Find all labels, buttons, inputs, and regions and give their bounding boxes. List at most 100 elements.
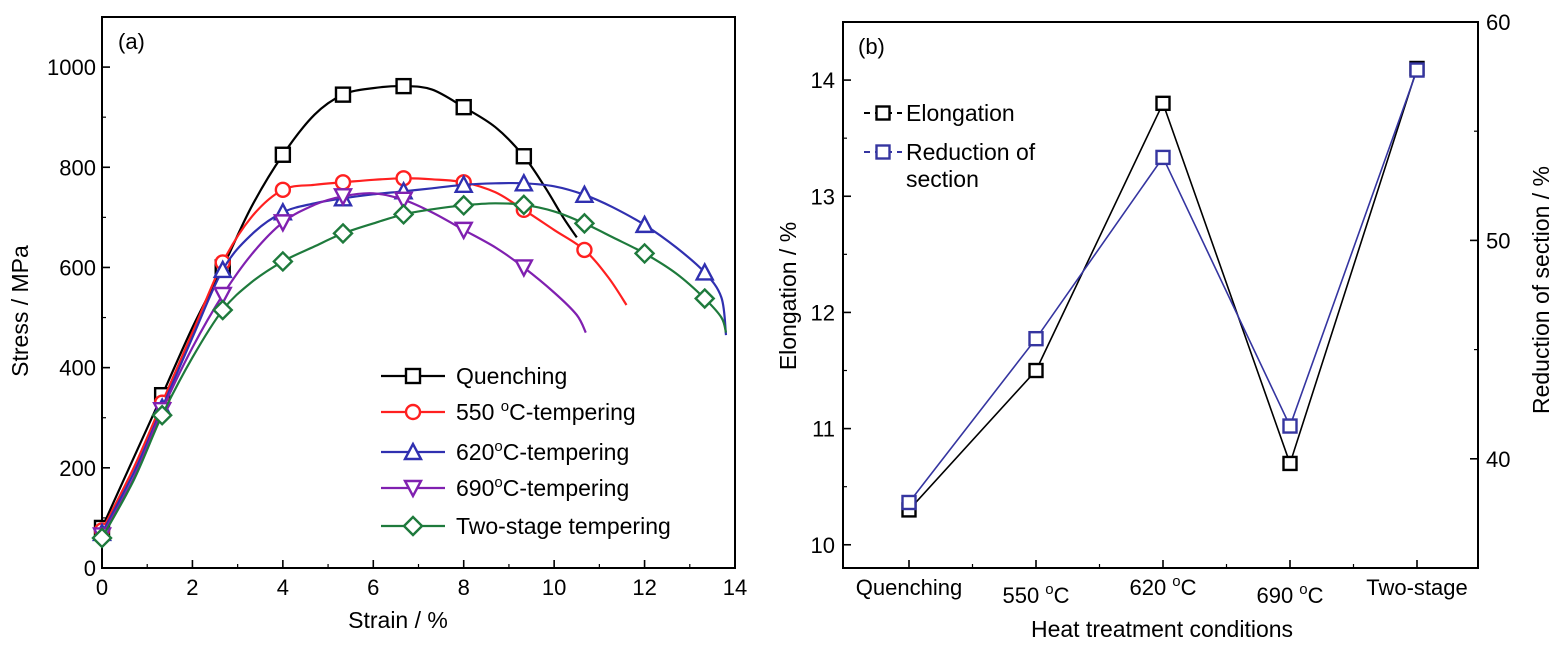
panel-a-legend: Quenching 550 oC-tempering 620oC-temperi… — [381, 363, 671, 539]
data-point — [274, 146, 292, 163]
data-point — [513, 259, 534, 279]
data-point — [576, 241, 593, 259]
legend-item-reduction-of-section: Reduction of section — [864, 139, 1036, 192]
series-1 — [901, 62, 1425, 511]
data-point — [515, 148, 533, 165]
data-point — [1028, 330, 1044, 347]
legend-symbol — [403, 441, 423, 461]
data-point — [91, 527, 113, 549]
panel-b-x-ticks: Quenching 550 oC 620 oC 690 oC Two-stage — [856, 560, 1468, 608]
data-point — [694, 287, 716, 310]
x-tick-label: 6 — [367, 575, 379, 600]
legend-marker — [403, 441, 423, 461]
legend-label: 690oC-tempering — [456, 474, 629, 501]
panel-a-stress-strain: (a) Strain / % Stress / MPa 0 2 4 6 8 10 12 14 … — [7, 16, 747, 633]
data-point — [332, 222, 354, 245]
legend-symbol — [404, 367, 422, 385]
series-line — [908, 69, 1418, 503]
x-tick-label: 8 — [458, 575, 470, 600]
legend-marker — [875, 105, 891, 121]
legend-label-line-2: section — [906, 166, 979, 192]
legend-label-part-1: Reduction of — [906, 139, 1036, 165]
data-point — [1282, 455, 1298, 472]
x-tick-label: 0 — [96, 575, 108, 600]
panel-b-label: (b) — [858, 34, 885, 59]
series-line — [101, 177, 628, 531]
panel-b-legend: Elongation Reduction of section — [864, 100, 1036, 192]
legend-marker — [404, 367, 422, 385]
legend-item-quenching: Quenching — [381, 363, 567, 389]
y2-tick-label: 50 — [1486, 228, 1510, 253]
x-tick-label: 10 — [542, 575, 566, 600]
data-point — [455, 98, 472, 116]
x-tick-label: 2 — [186, 575, 198, 600]
data-point — [453, 221, 474, 241]
y-tick-label: 600 — [59, 255, 96, 280]
panel-b-elongation-reduction: (b) Heat treatment conditions Elongation… — [775, 10, 1554, 642]
data-point — [334, 86, 352, 103]
y-tick-label: 10 — [811, 533, 835, 558]
y-tick-label: 12 — [811, 300, 835, 325]
legend-label: 550 oC-tempering — [456, 398, 636, 425]
data-point — [272, 250, 294, 273]
data-point — [694, 261, 715, 281]
y2-tick-label: 40 — [1486, 447, 1510, 472]
legend-item-550-tempering: 550 oC-tempering — [381, 398, 636, 425]
data-point — [513, 172, 534, 192]
legend-label: Elongation — [906, 100, 1015, 126]
data-point — [212, 299, 234, 321]
panel-a-x-axis-title: Strain / % — [348, 607, 448, 633]
legend-label-part-2: section — [906, 166, 979, 192]
legend-item-620-tempering: 620oC-tempering — [381, 438, 629, 465]
y-tick-label: 13 — [811, 184, 835, 209]
data-point — [1155, 95, 1171, 112]
legend-marker — [404, 403, 422, 421]
legend-marker — [402, 515, 424, 537]
series-3 — [92, 188, 587, 546]
x-tick-label: 620 oC — [1129, 573, 1196, 600]
legend-item-two-stage-tempering: Two-stage tempering — [381, 513, 671, 539]
y-tick-label: 400 — [59, 356, 96, 381]
legend-item-690-tempering: 690oC-tempering — [381, 474, 629, 501]
x-tick-label: Two-stage — [1366, 575, 1468, 600]
series-line — [908, 68, 1418, 511]
data-point — [1409, 62, 1425, 78]
data-point — [395, 77, 412, 95]
data-point — [574, 184, 595, 204]
series-line — [101, 202, 728, 539]
series-4 — [91, 194, 728, 549]
series-0 — [901, 60, 1425, 518]
data-point — [1282, 418, 1298, 434]
data-point — [392, 203, 415, 226]
y-tick-label: 1000 — [47, 55, 96, 80]
legend-label-line-1: Reduction of — [906, 139, 1036, 165]
legend-symbol — [875, 144, 891, 160]
data-point — [332, 188, 353, 207]
data-point — [634, 214, 655, 234]
series-0 — [93, 77, 578, 537]
data-point — [1155, 149, 1171, 166]
data-point — [1028, 362, 1044, 379]
legend-symbol — [404, 403, 422, 421]
panel-b-y2-ticks: 40 50 60 — [1470, 10, 1510, 472]
y2-tick-label: 60 — [1486, 10, 1510, 35]
legend-marker — [403, 479, 423, 499]
panel-a-y-ticks: 0 200 400 600 800 1000 — [47, 55, 110, 581]
data-point — [573, 212, 596, 235]
data-point — [274, 181, 292, 199]
y-tick-label: 800 — [59, 155, 96, 180]
legend-symbol — [402, 515, 424, 537]
y-tick-label: 11 — [812, 417, 835, 442]
y-tick-label: 0 — [84, 556, 96, 581]
legend-symbol — [403, 479, 423, 499]
panel-b-plot-frame — [842, 21, 1479, 569]
legend-label: Two-stage tempering — [456, 513, 671, 539]
legend-item-elongation: Elongation — [864, 100, 1015, 126]
data-point — [272, 214, 293, 233]
data-point — [212, 259, 233, 279]
panel-a-series — [91, 77, 728, 549]
x-tick-label: 690 oC — [1256, 581, 1323, 608]
panel-b-y2-axis-title: Reduction of section / % — [1528, 166, 1554, 414]
data-point — [334, 174, 352, 191]
